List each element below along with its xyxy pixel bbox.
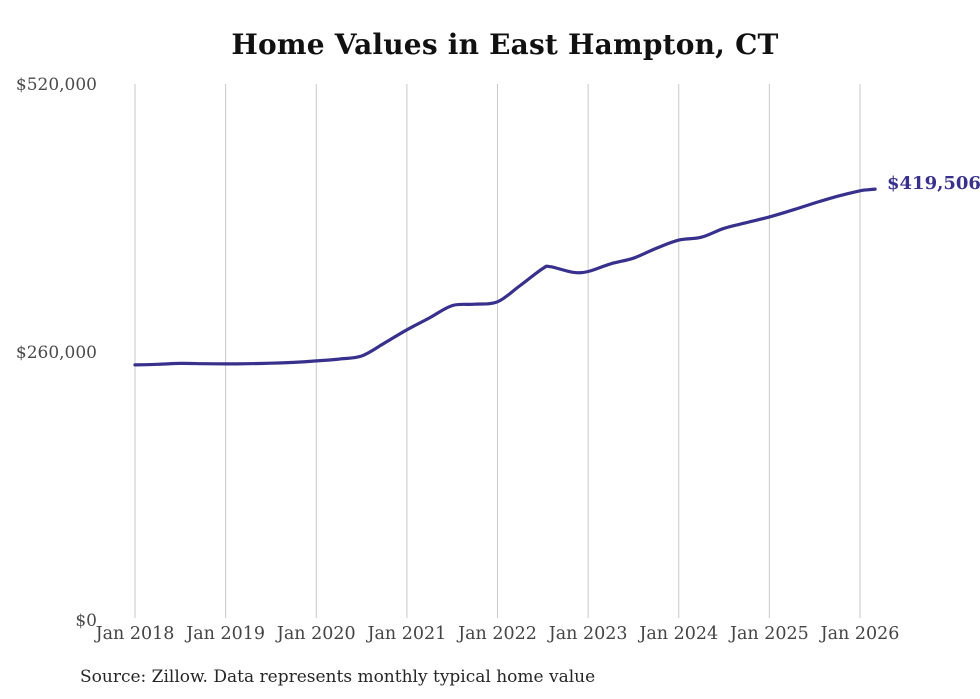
source-note: Source: Zillow. Data represents monthly … [80,667,596,687]
x-tick-label: Jan 2020 [276,624,356,644]
x-tick-label: Jan 2021 [367,624,447,644]
x-tick-label: Jan 2022 [458,624,537,644]
x-tick-label: Jan 2023 [548,624,628,644]
value-line [133,187,877,367]
y-tick-label: $260,000 [15,342,97,363]
x-tick-label: Jan 2019 [186,624,266,644]
chart-title: Home Values in East Hampton, CT [231,28,779,61]
x-tick-label: Jan 2025 [729,624,809,644]
value-line-group [133,187,877,367]
y-tick-label: $0 [75,610,97,631]
gridlines [134,84,861,618]
latest-value-label: $419,506 [887,173,980,194]
x-tick-label: Jan 2024 [639,624,719,644]
x-tick-label: Jan 2026 [820,624,900,644]
y-tick-label: $520,000 [15,74,97,95]
x-tick-label: Jan 2018 [95,624,175,644]
